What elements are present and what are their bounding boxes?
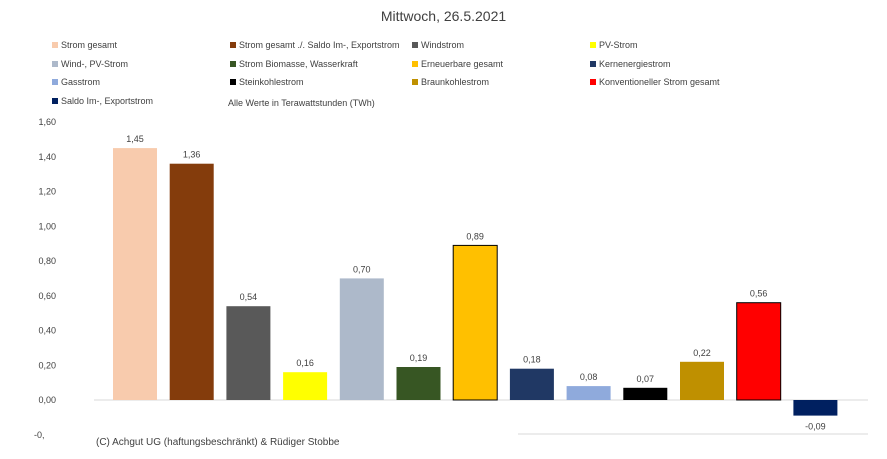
legend-item: Erneuerbare gesamt (412, 59, 503, 69)
y-tick-label: 0,00 (38, 395, 56, 405)
y-tick-label: -0, (34, 430, 45, 440)
unit-note: Alle Werte in Terawattstunden (TWh) (228, 98, 375, 108)
legend-label: Konventioneller Strom gesamt (599, 77, 720, 87)
legend-item: Windstrom (412, 40, 464, 50)
legend-swatch (230, 79, 236, 85)
legend-item: Steinkohlestrom (230, 77, 304, 87)
bar (566, 386, 611, 400)
bar (509, 368, 554, 400)
bar (623, 387, 668, 400)
legend-label: Braunkohlestrom (421, 77, 490, 87)
legend-label: Saldo Im-, Exportstrom (61, 96, 154, 106)
copyright-note: (C) Achgut UG (haftungsbeschränkt) & Rüd… (96, 437, 340, 448)
legend-label: Windstrom (421, 40, 465, 50)
legend-label: Strom Biomasse, Wasserkraft (239, 59, 358, 69)
legend-swatch (412, 61, 418, 67)
legend-label: Strom gesamt ./. Saldo Im-, Exportstrom (239, 40, 400, 50)
y-tick-label: 1,20 (38, 187, 56, 197)
bar-value-label: 0,54 (240, 292, 258, 302)
legend-label: Kernenergiestrom (599, 59, 671, 69)
bar (736, 302, 782, 401)
legend-item: Gasstrom (52, 77, 100, 87)
legend-swatch (52, 79, 58, 85)
y-tick-label: 0,60 (38, 291, 56, 301)
bar (169, 163, 214, 400)
y-tick-label: 0,20 (38, 360, 56, 370)
bar (113, 148, 157, 400)
legend-swatch (412, 79, 418, 85)
chart-title: Mittwoch, 26.5.2021 (380, 8, 507, 24)
bar-value-label: -0,09 (805, 422, 826, 432)
y-tick-label: 1,40 (38, 152, 56, 162)
bar-value-label: 0,70 (353, 264, 371, 274)
bar (680, 361, 724, 400)
legend-label: Steinkohlestrom (239, 77, 304, 87)
legend-label: PV-Strom (599, 40, 638, 50)
bar-value-label: 0,18 (523, 355, 541, 365)
bar (396, 367, 441, 400)
legend-label: Gasstrom (61, 77, 101, 87)
legend-item: PV-Strom (590, 40, 638, 50)
bar (283, 372, 328, 400)
bar-value-label: 0,19 (410, 353, 428, 363)
legend-item: Strom gesamt (52, 40, 117, 50)
bar-value-label: 1,45 (126, 134, 144, 144)
legend-label: Strom gesamt (61, 40, 118, 50)
legend-label: Erneuerbare gesamt (421, 59, 504, 69)
bar (452, 244, 498, 401)
y-tick-label: 1,00 (38, 221, 56, 231)
legend-label: Wind-, PV-Strom (61, 59, 129, 69)
bar-value-label: 0,07 (637, 374, 655, 384)
legend-swatch (52, 98, 58, 104)
legend-swatch (52, 42, 58, 48)
legend-item: Strom Biomasse, Wasserkraft (230, 59, 358, 69)
legend-swatch (590, 79, 596, 85)
legend-item: Konventioneller Strom gesamt (590, 77, 720, 87)
bar-value-label: 0,89 (466, 231, 484, 241)
legend-item: Strom gesamt ./. Saldo Im-, Exportstrom (230, 40, 400, 50)
bar (793, 400, 838, 416)
legend-swatch (590, 61, 596, 67)
legend-swatch (230, 61, 236, 67)
legend-item: Kernenergiestrom (590, 59, 671, 69)
bar-value-label: 0,16 (296, 358, 314, 368)
y-tick-label: 0,40 (38, 326, 56, 336)
bar (339, 278, 384, 400)
bar (226, 306, 271, 400)
legend-item: Wind-, PV-Strom (52, 59, 128, 69)
legend-item: Saldo Im-, Exportstrom (52, 96, 153, 106)
legend-swatch (590, 42, 596, 48)
bar-value-label: 0,22 (693, 348, 711, 358)
bar-value-label: 1,36 (183, 150, 201, 160)
y-tick-label: 1,60 (38, 117, 56, 127)
bar-value-label: 0,08 (580, 372, 598, 382)
legend-item: Braunkohlestrom (412, 77, 489, 87)
y-tick-label: 0,80 (38, 256, 56, 266)
bar-value-label: 0,56 (750, 289, 768, 299)
legend-swatch (52, 61, 58, 67)
legend-swatch (412, 42, 418, 48)
legend-swatch (230, 42, 236, 48)
